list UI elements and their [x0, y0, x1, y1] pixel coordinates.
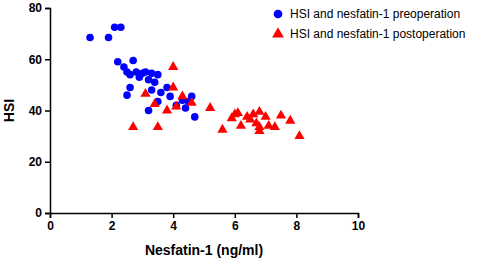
- y-axis-line: [45, 9, 51, 214]
- x-tick: 6: [232, 213, 239, 233]
- legend-label: HSI and nesfatin-1 preoperation: [290, 7, 460, 21]
- point: [117, 23, 125, 31]
- point: [261, 111, 271, 120]
- x-tick: 8: [294, 213, 301, 233]
- point: [276, 110, 286, 119]
- point: [217, 124, 227, 133]
- x-tick-label: 8: [294, 219, 301, 233]
- point: [114, 58, 122, 66]
- point: [148, 86, 156, 94]
- point: [294, 130, 304, 139]
- x-tick-label: 6: [232, 219, 239, 233]
- point: [129, 57, 137, 65]
- point: [187, 97, 197, 106]
- y-tick-mark: [45, 213, 50, 215]
- y-axis: 0 20 40 60 80: [29, 1, 51, 220]
- y-tick-mark: [45, 8, 50, 10]
- x-tick: 2: [109, 213, 116, 233]
- point: [105, 34, 113, 42]
- point: [171, 101, 181, 110]
- point: [140, 88, 150, 97]
- point: [205, 102, 215, 111]
- point: [168, 61, 178, 70]
- point: [126, 84, 134, 92]
- point: [177, 91, 187, 100]
- x-axis-title: Nesfatin-1 (ng/ml): [145, 242, 263, 258]
- y-tick-mark: [45, 162, 50, 164]
- points: [86, 23, 304, 139]
- chart: 0 2 4 6 8 10 0 20 40 60 80 Nesfatin-1 (ng/ml) HSI HSI…: [0, 0, 500, 269]
- point: [168, 82, 178, 91]
- point: [154, 71, 162, 79]
- y-tick-label: 80: [29, 1, 43, 15]
- legend: HSI and nesfatin-1 preoperation HSI and n…: [272, 7, 465, 41]
- y-tick: 60: [29, 53, 50, 67]
- legend-marker: [274, 10, 283, 19]
- point: [236, 120, 246, 129]
- x-tick-label: 2: [109, 219, 116, 233]
- point: [270, 121, 280, 130]
- point: [285, 115, 295, 124]
- point: [233, 107, 243, 116]
- x-tick: 0: [47, 213, 54, 233]
- point: [162, 105, 172, 114]
- y-tick-label: 40: [29, 104, 43, 118]
- x-axis: 0 2 4 6 8 10: [47, 213, 365, 233]
- x-tick-mark: [296, 213, 298, 218]
- x-tick-label: 0: [47, 219, 54, 233]
- point: [123, 91, 131, 99]
- x-tick: 10: [352, 213, 366, 233]
- point: [254, 106, 264, 115]
- x-tick-label: 10: [352, 219, 366, 233]
- point: [128, 121, 138, 130]
- y-tick: 20: [29, 155, 50, 169]
- legend-label: HSI and nesfatin-1 postoperation: [290, 27, 465, 41]
- y-tick-label: 0: [35, 206, 42, 220]
- point: [86, 34, 94, 42]
- point: [145, 107, 153, 115]
- y-tick: 80: [29, 1, 50, 15]
- x-tick: 4: [170, 213, 177, 233]
- x-tick-mark: [173, 213, 175, 218]
- point: [191, 113, 199, 121]
- x-tick-mark: [111, 213, 113, 218]
- point: [151, 79, 159, 87]
- y-tick: 0: [35, 206, 50, 220]
- point: [166, 93, 174, 101]
- point: [150, 98, 160, 107]
- y-tick-label: 20: [29, 155, 43, 169]
- x-tick-mark: [358, 213, 360, 218]
- legend-marker: [272, 27, 284, 37]
- y-tick-mark: [45, 59, 50, 61]
- y-tick: 40: [29, 104, 50, 118]
- x-tick-mark: [235, 213, 237, 218]
- x-tick-label: 4: [170, 219, 177, 233]
- y-tick-label: 60: [29, 53, 43, 67]
- y-axis-title: HSI: [1, 99, 17, 122]
- point: [254, 125, 264, 134]
- point: [157, 89, 165, 97]
- x-axis-line: [51, 214, 359, 219]
- y-tick-mark: [45, 110, 50, 112]
- point: [153, 121, 163, 130]
